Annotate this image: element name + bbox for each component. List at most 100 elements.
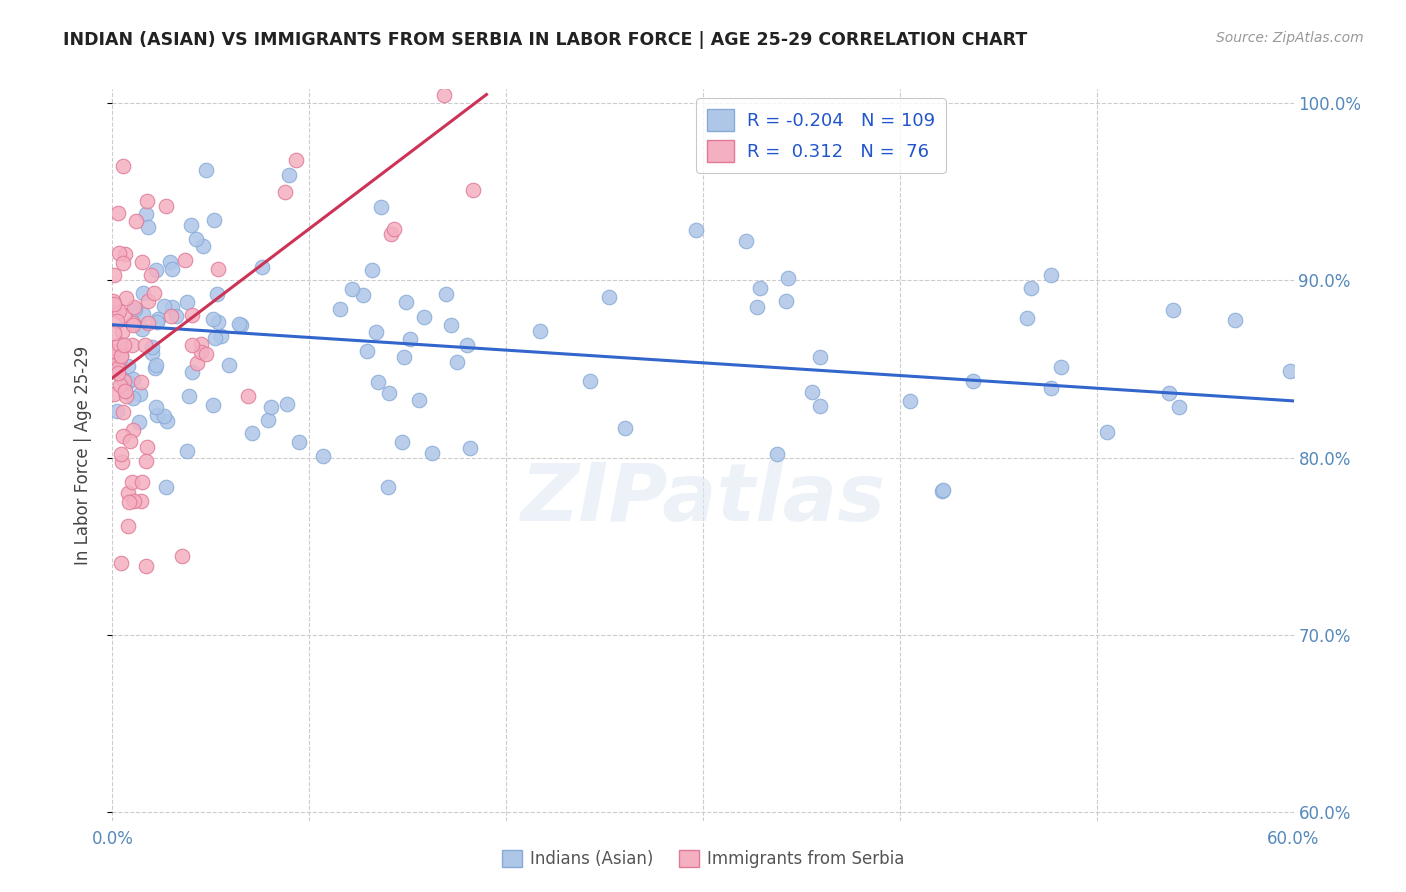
Point (145, 263, 167, 277)
Point (112, 338, 135, 352)
Point (801, 384, 824, 399)
Point (115, 291, 138, 305)
Point (598, 289, 620, 303)
Point (391, 435, 413, 450)
Point (207, 286, 229, 301)
Point (105, 404, 128, 418)
Point (288, 435, 311, 450)
Point (135, 207, 157, 221)
Point (125, 214, 148, 228)
Point (146, 312, 169, 326)
Point (179, 389, 201, 403)
Point (121, 372, 143, 386)
Point (1167, 401, 1189, 415)
Point (136, 317, 159, 331)
Legend: R = -0.204   N = 109, R =  0.312   N =  76: R = -0.204 N = 109, R = 0.312 N = 76 (696, 98, 946, 173)
Point (145, 358, 167, 372)
Point (146, 409, 169, 423)
Point (103, 326, 125, 340)
Point (180, 366, 202, 380)
Point (440, 318, 463, 333)
Point (195, 347, 218, 361)
Text: ZIPatlas: ZIPatlas (520, 459, 886, 538)
Point (276, 397, 298, 411)
Point (367, 375, 389, 389)
Point (153, 299, 176, 313)
Point (111, 455, 134, 469)
Point (257, 413, 280, 427)
Point (231, 318, 253, 332)
Point (399, 332, 422, 346)
Point (285, 153, 308, 168)
Point (277, 168, 299, 182)
Point (117, 486, 139, 500)
Point (135, 453, 157, 467)
Point (111, 429, 134, 443)
Point (110, 349, 132, 363)
Point (395, 295, 418, 310)
Point (420, 445, 443, 459)
Point (274, 185, 297, 199)
Point (108, 353, 131, 368)
Point (1019, 281, 1042, 295)
Point (121, 475, 143, 489)
Point (180, 218, 202, 232)
Point (382, 221, 405, 235)
Point (103, 344, 125, 359)
Point (143, 361, 166, 376)
Point (121, 423, 143, 437)
Point (735, 234, 758, 248)
Point (360, 262, 382, 277)
Legend: Indians (Asian), Immigrants from Serbia: Indians (Asian), Immigrants from Serbia (495, 843, 911, 875)
Point (614, 421, 637, 435)
Point (160, 262, 183, 277)
Point (218, 358, 240, 372)
Point (1223, 312, 1246, 326)
Point (170, 549, 193, 563)
Point (180, 308, 202, 322)
Point (380, 227, 402, 242)
Point (931, 484, 953, 499)
Point (129, 375, 152, 389)
Point (107, 367, 129, 381)
Point (748, 280, 770, 294)
Point (103, 293, 125, 308)
Point (190, 337, 212, 351)
Point (103, 268, 125, 282)
Point (107, 360, 129, 375)
Point (311, 450, 333, 464)
Point (136, 194, 159, 209)
Point (456, 337, 478, 351)
Point (775, 293, 797, 308)
Point (204, 331, 226, 345)
Point (108, 357, 131, 371)
Point (124, 301, 146, 316)
Point (408, 392, 430, 407)
Point (392, 351, 415, 365)
Point (250, 260, 273, 274)
Point (236, 389, 259, 403)
Point (135, 558, 157, 573)
Point (186, 356, 208, 370)
Point (195, 163, 218, 178)
Point (145, 400, 167, 414)
Point (114, 384, 136, 399)
Point (378, 386, 401, 401)
Point (111, 372, 134, 386)
Point (1095, 425, 1118, 439)
Point (1157, 386, 1180, 401)
Point (110, 378, 132, 392)
Point (117, 519, 139, 533)
Point (202, 398, 225, 412)
Point (962, 374, 984, 388)
Point (103, 297, 125, 311)
Point (103, 350, 125, 364)
Point (142, 286, 165, 301)
Point (747, 300, 769, 314)
Point (129, 493, 152, 508)
Point (461, 183, 484, 197)
Point (121, 318, 143, 332)
Point (134, 338, 156, 352)
Point (111, 325, 134, 339)
Point (808, 399, 831, 413)
